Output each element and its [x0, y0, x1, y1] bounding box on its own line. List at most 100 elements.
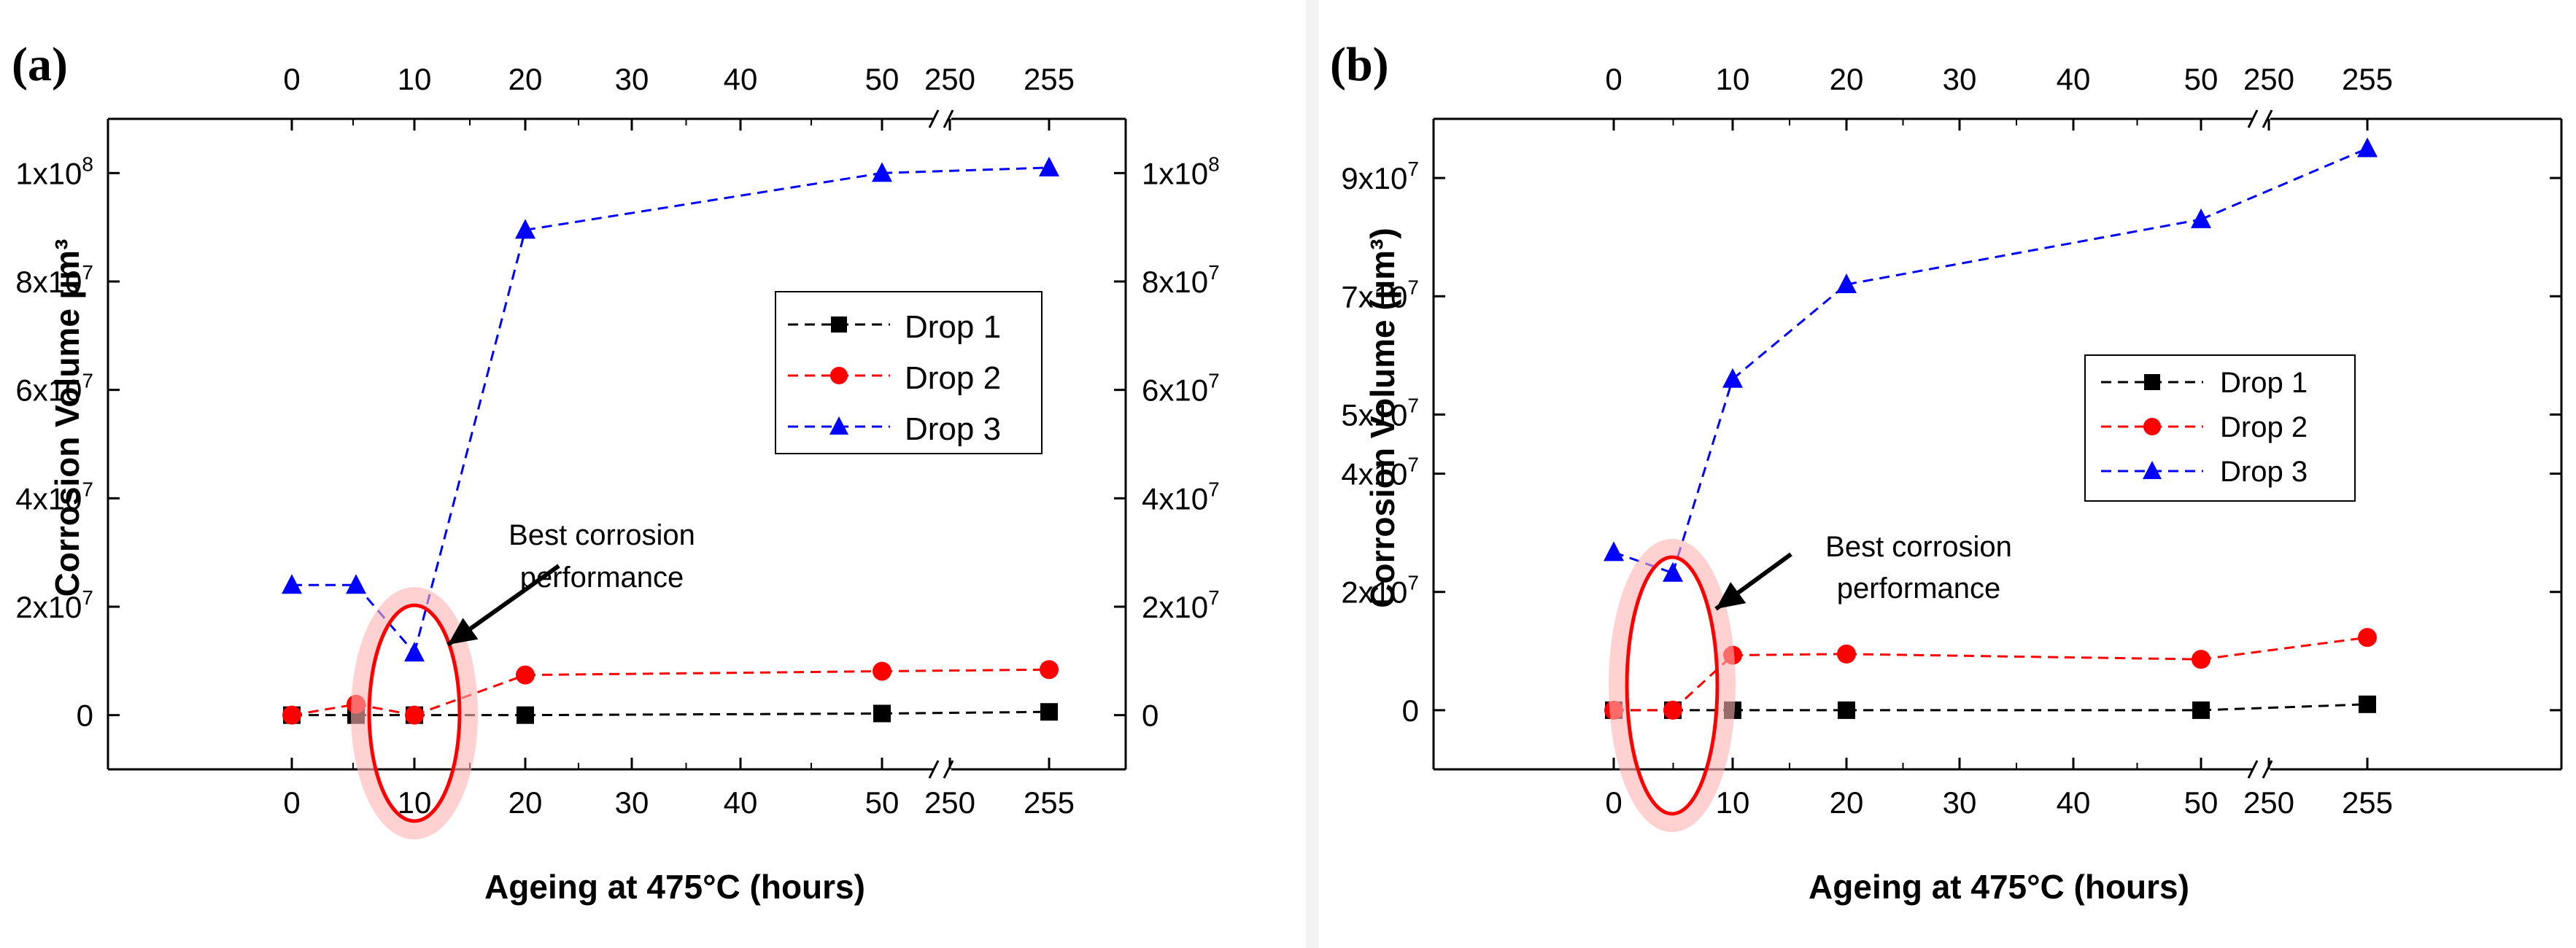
- panel-b-y-tick-label-left: 0: [1402, 693, 1419, 728]
- panel-a-y-tick-label-left: 4x107: [15, 478, 93, 516]
- panel-a-x-tick-label-top: 0: [283, 62, 300, 96]
- panel-b-y-tick-label-left: 2x107: [1341, 572, 1419, 610]
- panel-b: (b) Corrosion Volume (µm³) Ageing at 475…: [1330, 38, 2563, 906]
- panel-a-series-segment: [525, 171, 883, 231]
- panel-a-x-tick-label-top: 250: [924, 62, 975, 96]
- panel-a-data-point: [405, 705, 424, 725]
- panel-b-x-tick-label-top: 250: [2243, 62, 2294, 96]
- panel-a: (a) Corrosion Volume µm³ Ageing at 475°C…: [12, 38, 1220, 906]
- panel-a-x-tick-label-top: 40: [724, 62, 758, 96]
- panel-b-data-point: [1722, 368, 1743, 388]
- panel-a-data-point: [515, 219, 535, 239]
- panel-b-x-tick-label-top: 255: [2342, 62, 2393, 96]
- panel-a-data-point: [873, 661, 891, 681]
- panel-a-legend-marker: [830, 367, 848, 384]
- panel-a-y-tick-label-right: 8x107: [1142, 261, 1220, 299]
- panel-a-series-segment: [881, 166, 1050, 174]
- panel-a-x-tick-label-top: 10: [398, 62, 432, 96]
- panel-a-series-segment: [525, 669, 883, 677]
- panel-a-y-tick-label-left: 2x107: [15, 586, 93, 624]
- panel-b-top-break-mark-2: [2262, 109, 2273, 128]
- panel-b-legend: Drop 1 Drop 2 Drop 3: [2084, 354, 2356, 502]
- panel-a-top-break-mark-1: [928, 109, 940, 128]
- panel-b-x-tick-label-bottom: 40: [2057, 785, 2091, 820]
- panel-a-highlight-ellipse: [367, 603, 462, 823]
- panel-a-x-tick-label-bottom: 0: [283, 785, 300, 820]
- panel-b-legend-label-drop3: Drop 3: [2220, 456, 2308, 488]
- panel-a-y-tick-label-left: 0: [77, 699, 93, 733]
- panel-a-data-point: [873, 704, 891, 723]
- panel-a-legend-label-drop2: Drop 2: [905, 360, 1001, 396]
- panel-a-x-tick-label-bottom: 30: [615, 785, 649, 820]
- panel-b-x-tick-label-top: 10: [1716, 62, 1750, 96]
- panel-b-data-point: [2191, 208, 2211, 228]
- panel-b-top-break-mark-1: [2247, 109, 2259, 128]
- panel-b-y-tick-label-left: 7x107: [1341, 276, 1419, 314]
- panel-b-data-point: [1836, 273, 1857, 294]
- panel-a-y-tick-label-right: 4x107: [1142, 478, 1220, 516]
- panel-b-plot-frame: [1432, 109, 2563, 779]
- panel-a-x-tick-label-top: 30: [615, 62, 649, 96]
- panel-b-bottom-break-mark-1: [2247, 760, 2259, 779]
- panel-b-legend-label-drop2: Drop 2: [2220, 411, 2308, 443]
- panel-a-legend-marker: [829, 416, 848, 435]
- panel-a-series-segment: [413, 230, 527, 653]
- panel-a-annotation-line1: Best corrosion: [508, 519, 695, 551]
- panel-b-data-point: [2192, 701, 2210, 719]
- panel-b-data-point: [1663, 562, 1683, 582]
- panel-a-annotation-arrow-head: [448, 618, 479, 645]
- panel-a-x-tick-label-bottom: 20: [508, 785, 543, 820]
- panel-b-series-segment: [1846, 218, 2202, 286]
- panel-a-x-tick-label-bottom: 40: [724, 785, 758, 820]
- panel-b-annotation-arrow-head: [1716, 582, 1747, 609]
- panel-a-data-point: [282, 574, 302, 594]
- panel-a-series-segment: [291, 703, 357, 717]
- panel-b-x-tick-label-top: 20: [1830, 62, 1864, 96]
- panel-b-legend-marker: [2144, 374, 2160, 390]
- panel-b-x-tick-label-bottom: 30: [1943, 785, 1977, 820]
- panel-a-x-tick-label-bottom: 50: [865, 785, 900, 820]
- panel-a-series-drop-1: [283, 703, 1058, 724]
- panel-a-y-tick-label-left: 1x108: [15, 152, 93, 190]
- panel-b-data-point: [2192, 650, 2211, 669]
- panel-b-x-tick-label-bottom: 250: [2243, 785, 2294, 820]
- panel-b-series-segment: [1613, 551, 1674, 575]
- panel-a-data-point: [1040, 703, 1058, 721]
- panel-a-data-point: [1039, 156, 1059, 176]
- panel-a-series-segment: [881, 668, 1050, 672]
- panel-a-data-point: [1040, 660, 1059, 680]
- panel-b-x-tick-label-top: 0: [1605, 62, 1622, 96]
- panel-a-y-tick-label-left: 8x107: [15, 261, 93, 299]
- panel-a-top-break-mark-2: [943, 109, 954, 128]
- panel-a-x-tick-label-bottom: 255: [1024, 785, 1075, 820]
- panel-a-label: (a): [12, 38, 68, 91]
- panel-b-x-tick-label-top: 30: [1943, 62, 1977, 96]
- panel-b-annotation-line2: performance: [1837, 572, 2001, 605]
- panel-a-data-point: [517, 706, 534, 724]
- panel-a-bottom-break-mark-1: [928, 760, 940, 779]
- panel-b-legend-box: [2084, 354, 2356, 502]
- panel-a-y-tick-label-right: 2x107: [1142, 586, 1220, 624]
- panel-a-legend-box: [775, 291, 1043, 454]
- panel-a-y-tick-label-right: 6x107: [1142, 370, 1220, 408]
- panel-b-x-axis-title: Ageing at 475°C (hours): [1809, 868, 2189, 906]
- panel-b-y-tick-label-left: 4x107: [1341, 454, 1419, 492]
- panel-a-data-point: [282, 705, 301, 725]
- panel-a-legend-label-drop3: Drop 3: [905, 411, 1001, 447]
- panel-a-x-axis-title: Ageing at 475°C (hours): [484, 868, 865, 906]
- panel-b-x-tick-label-bottom: 10: [1716, 785, 1750, 820]
- panel-a-y-tick-label-right: 1x108: [1142, 152, 1220, 190]
- panel-a-annotation-line2: performance: [520, 562, 684, 594]
- panel-b-x-tick-label-bottom: 50: [2184, 785, 2219, 820]
- panel-b-series-segment: [2200, 147, 2368, 221]
- panel-a-highlight-glow: [351, 587, 478, 839]
- panel-b-series-segment: [1732, 283, 1847, 380]
- panel-b-data-point: [1604, 541, 1624, 562]
- panel-b-x-tick-label-top: 40: [2057, 62, 2091, 96]
- panel-b-data-point: [1838, 701, 1855, 719]
- panel-b-legend-label-drop1: Drop 1: [2220, 367, 2308, 399]
- panel-b-legend-marker: [2143, 418, 2161, 435]
- panel-b-series-segment: [2200, 703, 2368, 712]
- panel-b-y-axis-title: Corrosion Volume (µm³): [1364, 228, 1401, 607]
